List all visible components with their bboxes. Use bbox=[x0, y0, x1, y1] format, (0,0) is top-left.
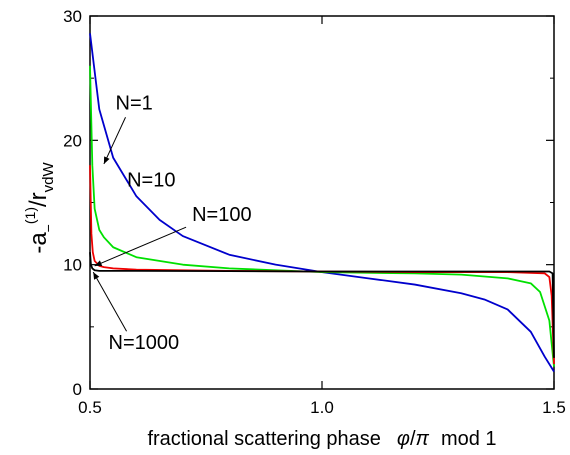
x-tick-label: 0.5 bbox=[78, 398, 102, 417]
annotation-label: N=1000 bbox=[109, 332, 180, 354]
x-label-slash: / bbox=[410, 428, 416, 450]
y-label-subscript: vdW bbox=[40, 161, 57, 192]
annotation-label: N=100 bbox=[192, 204, 252, 226]
annotations-group: N=1 N=10 N=100 N=1000 bbox=[92, 92, 252, 354]
x-tick-label: 1.5 bbox=[542, 398, 566, 417]
annotation-label: N=1 bbox=[116, 92, 153, 114]
axis-ticks: 0.5 1.0 1.5 0 10 20 30 bbox=[63, 7, 566, 417]
y-label-r: /r bbox=[25, 192, 52, 207]
y-tick-label: 10 bbox=[63, 256, 82, 275]
annotation-label: N=10 bbox=[127, 169, 175, 191]
y-label-minus-sub: − bbox=[40, 224, 56, 232]
x-axis-label: fractional scattering phase φ/π mod 1 bbox=[147, 428, 496, 450]
x-label-phi: φ bbox=[397, 428, 410, 450]
annotation-arrowhead bbox=[93, 272, 100, 280]
annotation-arrow bbox=[103, 117, 126, 165]
series-line-n-10 bbox=[89, 65, 555, 367]
annotation-arrow bbox=[92, 271, 127, 332]
x-label-suffix: mod 1 bbox=[441, 428, 497, 450]
y-axis-label: -a−(1)/rvdW bbox=[22, 161, 57, 253]
y-label-superscript: (1) bbox=[22, 207, 38, 224]
y-tick-label: 20 bbox=[63, 131, 82, 150]
y-tick-label: 30 bbox=[63, 7, 82, 26]
annotation-arrowhead bbox=[103, 156, 110, 164]
series-line-n-1000 bbox=[89, 252, 555, 358]
y-label-a: -a bbox=[25, 232, 52, 254]
y-tick-label: 0 bbox=[73, 380, 82, 399]
x-label-prefix: fractional scattering phase bbox=[147, 428, 380, 450]
annotation-arrowhead bbox=[94, 260, 103, 266]
series-line-n-1 bbox=[89, 33, 555, 373]
annotation-arrow bbox=[94, 226, 187, 267]
x-tick-label: 1.0 bbox=[310, 398, 334, 417]
series-group bbox=[89, 33, 555, 373]
x-label-pi: π bbox=[416, 428, 430, 450]
